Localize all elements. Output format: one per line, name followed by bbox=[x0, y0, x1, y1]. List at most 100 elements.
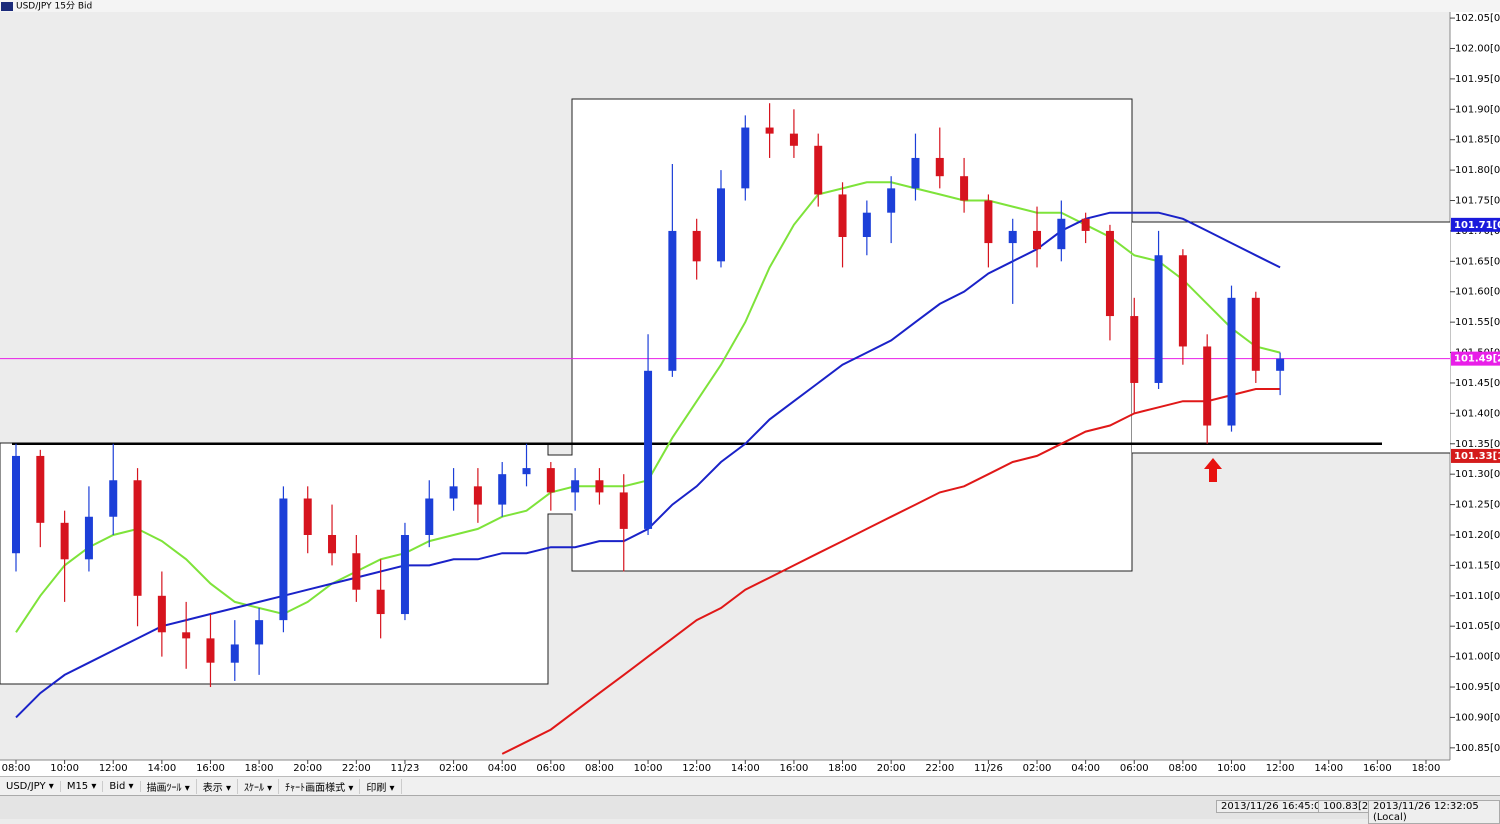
toolbar-button[interactable]: ｽｹｰﾙ ▾ bbox=[238, 779, 280, 794]
x-tick-label: 18:00 bbox=[245, 763, 274, 774]
candle-body bbox=[425, 498, 434, 535]
candle-body bbox=[157, 595, 166, 633]
x-tick-label: 02:00 bbox=[439, 763, 468, 774]
candle-body bbox=[133, 480, 142, 596]
x-tick-label: 16:00 bbox=[780, 763, 809, 774]
candle-body bbox=[328, 534, 337, 554]
toolbar-button[interactable]: 描画ﾂｰﾙ ▾ bbox=[141, 779, 197, 794]
moving-average bbox=[501, 388, 1281, 755]
y-tick-label: 102.00[0] bbox=[1455, 43, 1500, 54]
x-tick-label: 20:00 bbox=[293, 763, 322, 774]
candle-body bbox=[1178, 255, 1187, 347]
y-tick-label: 100.95[0] bbox=[1455, 682, 1500, 693]
status-field: 2013/11/26 16:45:00 bbox=[1216, 800, 1332, 813]
arrow bbox=[1204, 458, 1222, 482]
x-tick-label: 06:00 bbox=[1120, 763, 1149, 774]
candle-body bbox=[887, 188, 896, 213]
candle-body bbox=[595, 480, 604, 493]
candle-body bbox=[1057, 218, 1066, 250]
candle-body bbox=[862, 212, 871, 238]
y-axis-panel bbox=[1450, 12, 1500, 776]
y-tick-label: 102.05[0] bbox=[1455, 13, 1500, 24]
candle-body bbox=[935, 157, 944, 177]
candle-body bbox=[400, 534, 409, 615]
candle-body bbox=[109, 480, 118, 517]
candle-body bbox=[1033, 230, 1042, 250]
price-label-box bbox=[1451, 217, 1500, 232]
toolbar-button[interactable]: 表示 ▾ bbox=[197, 779, 238, 794]
x-tick-label: 12:00 bbox=[682, 763, 711, 774]
candle-body bbox=[644, 370, 653, 529]
status-field: 2013/11/26 12:32:05 (Local) bbox=[1368, 800, 1500, 824]
y-tick-label: 101.55[0] bbox=[1455, 317, 1500, 328]
y-tick-label: 101.60[0] bbox=[1455, 287, 1500, 298]
x-tick-label: 20:00 bbox=[877, 763, 906, 774]
candle-body bbox=[498, 474, 507, 505]
app-icon bbox=[1, 2, 13, 11]
candle-body bbox=[571, 480, 580, 493]
candle-body bbox=[911, 157, 920, 189]
candle-body bbox=[449, 486, 458, 499]
candle-body bbox=[279, 498, 288, 621]
candle-body bbox=[182, 632, 191, 639]
title-bar bbox=[0, 0, 1500, 12]
candle-body bbox=[1251, 297, 1260, 371]
x-tick-label: 10:00 bbox=[634, 763, 663, 774]
candle-body bbox=[230, 644, 239, 663]
window-title: USD/JPY 15分 Bid bbox=[16, 1, 92, 12]
candle-body bbox=[1276, 358, 1285, 371]
candle-body bbox=[303, 498, 312, 535]
candle-body bbox=[960, 176, 969, 201]
x-tick-label: 08:00 bbox=[1168, 763, 1197, 774]
y-tick-label: 101.25[0] bbox=[1455, 500, 1500, 511]
x-tick-label: 10:00 bbox=[1217, 763, 1246, 774]
candle-body bbox=[1081, 218, 1090, 231]
x-tick-label: 11/26 bbox=[974, 763, 1003, 774]
y-tick-label: 101.15[0] bbox=[1455, 560, 1500, 571]
y-tick-label: 101.00[0] bbox=[1455, 652, 1500, 663]
candle-body bbox=[36, 455, 45, 523]
candle-body bbox=[522, 468, 531, 475]
candle-body bbox=[789, 133, 798, 146]
candle-body bbox=[838, 194, 847, 238]
y-tick-label: 101.75[0] bbox=[1455, 196, 1500, 207]
toolbar-button[interactable]: USD/JPY ▾ bbox=[0, 781, 61, 792]
toolbar-button[interactable]: 印刷 ▾ bbox=[360, 779, 402, 794]
price-label-box bbox=[1451, 448, 1500, 463]
candle-body bbox=[716, 188, 725, 262]
price-label: 101.49[2 bbox=[1454, 354, 1500, 365]
candle-body bbox=[1130, 316, 1139, 383]
candle-body bbox=[352, 553, 361, 590]
toolbar-button[interactable]: M15 ▾ bbox=[61, 781, 104, 792]
y-tick-label: 100.85[0] bbox=[1455, 743, 1500, 754]
status-bar: 2013/11/26 16:45:00 100.83[2] 2013/11/26 1… bbox=[0, 795, 1500, 824]
candle-body bbox=[1154, 255, 1163, 383]
candle-body bbox=[765, 127, 774, 134]
x-tick-label: 02:00 bbox=[1023, 763, 1052, 774]
candle-body bbox=[1227, 297, 1236, 426]
x-tick-label: 14:00 bbox=[147, 763, 176, 774]
x-tick-label: 22:00 bbox=[925, 763, 954, 774]
candle-body bbox=[619, 492, 628, 529]
candle-body bbox=[741, 127, 750, 189]
price-label-box bbox=[1451, 351, 1500, 366]
candle-body bbox=[668, 230, 677, 371]
x-tick-label: 08:00 bbox=[2, 763, 31, 774]
y-tick-label: 101.65[0] bbox=[1455, 256, 1500, 267]
toolbar-button[interactable]: ﾁｬｰﾄ画面様式 ▾ bbox=[279, 779, 361, 794]
candle-body bbox=[12, 455, 20, 554]
candle-body bbox=[1203, 346, 1212, 426]
y-tick-label: 101.40[0] bbox=[1455, 408, 1500, 419]
x-tick-label: 18:00 bbox=[828, 763, 857, 774]
toolbar-button[interactable]: Bid ▾ bbox=[103, 781, 141, 792]
candle-body bbox=[692, 230, 701, 262]
y-tick-label: 101.10[0] bbox=[1455, 591, 1500, 602]
y-tick-label: 101.20[0] bbox=[1455, 530, 1500, 541]
candle-body bbox=[984, 200, 993, 244]
candle-body bbox=[60, 522, 69, 560]
x-tick-label: 10:00 bbox=[50, 763, 79, 774]
x-tick-label: 06:00 bbox=[536, 763, 565, 774]
candle-body bbox=[473, 486, 482, 505]
y-tick-label: 101.90[0] bbox=[1455, 104, 1500, 115]
